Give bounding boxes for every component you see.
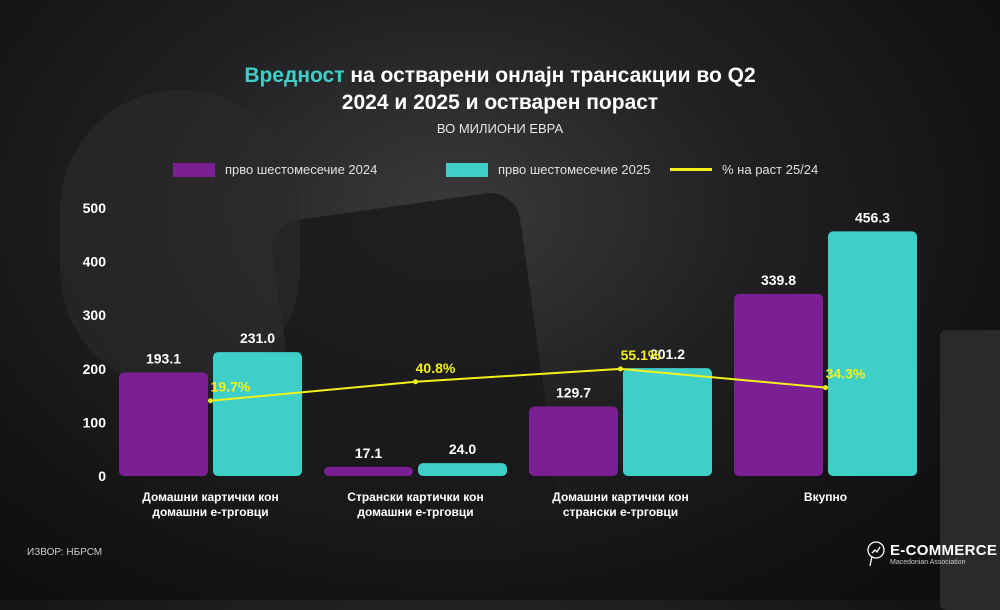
legend-label: прво шестомесечие 2025 [498, 162, 651, 177]
y-tick-label: 200 [83, 361, 107, 377]
title-line2: 2024 и 2025 и остварен пораст [341, 91, 659, 114]
data-label: 129.7 [556, 384, 591, 400]
x-category-line: домашни е-трговци [357, 505, 474, 519]
bar-2024 [324, 466, 413, 476]
data-label: 17.1 [355, 445, 382, 461]
x-category-line: странски е-трговци [562, 505, 679, 519]
data-label: 456.3 [855, 209, 890, 225]
x-category-label: Вкупно [736, 490, 916, 505]
legend-swatch-teal [446, 162, 488, 177]
chart-subtitle: ВО МИЛИОНИ ЕВРА [436, 121, 564, 136]
data-label: 193.1 [146, 350, 181, 366]
y-tick-label: 400 [83, 254, 107, 270]
logo: E-COMMERCE Macedonian Association [866, 540, 997, 568]
x-category-line: Странски картички кон [347, 490, 484, 504]
legend-item-2025: прво шестомесечие 2025 [446, 162, 650, 177]
x-category-label: Домашни картички кон домашни е-трговци [121, 490, 301, 520]
legend-line-yellow [670, 168, 712, 171]
y-tick-label: 300 [83, 307, 107, 323]
data-label: 339.8 [761, 272, 796, 288]
title-line1: на остварени онлајн трансакции во Q2 [344, 64, 756, 87]
x-category-line: Домашни картички кон [552, 490, 689, 504]
x-category-line: Домашни картички кон [142, 490, 279, 504]
legend-item-growth: % на раст 25/24 [670, 162, 818, 177]
growth-label: 40.8% [416, 360, 456, 376]
growth-label: 55.1% [621, 347, 661, 363]
bar-2025 [623, 368, 712, 476]
bg-hand [60, 90, 300, 390]
legend-label: прво шестомесечие 2024 [225, 162, 378, 177]
chart-title: Вредност на остварени онлајн трансакции … [0, 62, 1000, 116]
bar-2025 [828, 231, 917, 476]
growth-label: 34.3% [826, 366, 866, 382]
growth-point [618, 366, 623, 372]
data-label: 24.0 [449, 441, 476, 457]
growth-point [413, 379, 418, 385]
growth-line [210, 367, 826, 402]
x-category-label: Домашни картички кон странски е-трговци [531, 490, 711, 520]
title-accent: Вредност [244, 64, 345, 87]
bar-2024 [734, 293, 823, 476]
bar-2025 [213, 352, 302, 476]
logo-icon [867, 541, 885, 567]
x-category-line: Вкупно [803, 490, 848, 504]
legend-label: % на раст 25/24 [722, 162, 819, 177]
logo-tagline: Macedonian Association [890, 559, 966, 566]
bar-2024 [529, 406, 618, 476]
growth-label: 19.7% [211, 379, 251, 395]
bar-2025 [418, 463, 507, 476]
growth-point [823, 385, 828, 391]
x-category-line: домашни е-трговци [152, 505, 269, 519]
y-tick-label: 0 [98, 468, 106, 484]
legend-item-2024: прво шестомесечие 2024 [173, 162, 377, 177]
growth-point [208, 398, 213, 404]
data-label: 231.0 [240, 330, 275, 346]
y-tick-label: 100 [83, 414, 107, 430]
source-note: ИЗВОР: НБРСМ [27, 547, 103, 558]
bar-2024 [119, 372, 208, 476]
legend-swatch-purple [173, 162, 215, 177]
y-tick-label: 500 [83, 200, 107, 216]
bg-cup [940, 330, 1000, 610]
logo-name: E-COMMERCE [890, 542, 998, 559]
data-label: 201.2 [650, 346, 685, 362]
x-category-label: Странски картички кон домашни е-трговци [326, 490, 506, 520]
